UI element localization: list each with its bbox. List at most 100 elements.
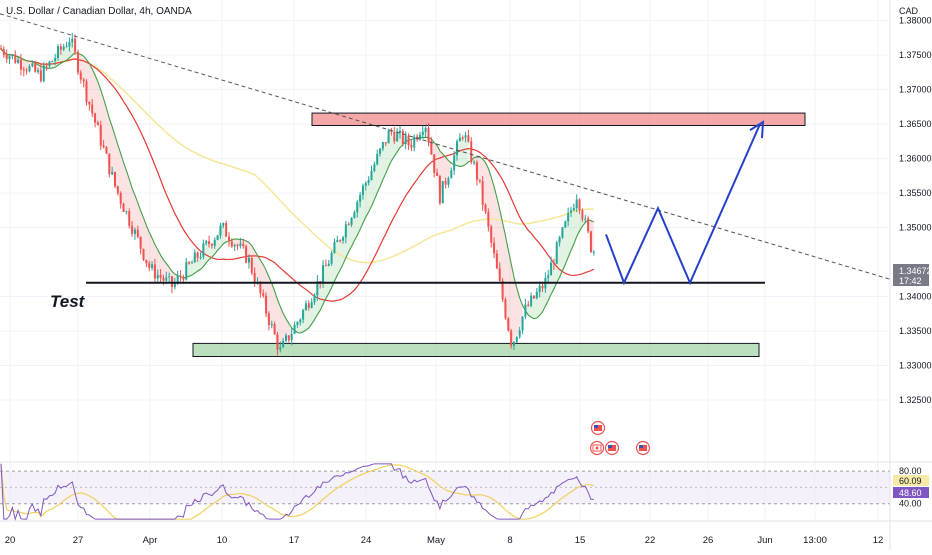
candle-body bbox=[99, 125, 102, 146]
us-flag-canton bbox=[594, 425, 598, 428]
candle-body bbox=[484, 204, 487, 212]
candle-body bbox=[205, 241, 208, 244]
candle-body bbox=[239, 243, 242, 247]
x-tick-label: 12 bbox=[873, 535, 884, 546]
candle-body bbox=[145, 259, 148, 264]
candle-body bbox=[34, 63, 37, 72]
candle-body bbox=[475, 162, 478, 180]
candle-body bbox=[159, 275, 162, 278]
candle-body bbox=[532, 295, 535, 299]
candle-body bbox=[0, 48, 2, 50]
candle-body bbox=[501, 280, 504, 300]
y-tick-label: 1.38000 bbox=[899, 16, 932, 26]
candle-body bbox=[339, 240, 342, 242]
candle-body bbox=[188, 262, 191, 264]
candle-body bbox=[122, 203, 125, 212]
candle-body bbox=[535, 291, 538, 299]
candle-body bbox=[504, 299, 507, 319]
candle-body bbox=[262, 293, 265, 296]
candle-body bbox=[131, 225, 134, 235]
x-tick-label: May bbox=[427, 535, 445, 546]
candle-body bbox=[347, 224, 350, 226]
currency-label: CAD bbox=[899, 6, 919, 16]
y-tick-label: 1.32500 bbox=[899, 395, 932, 405]
candle-body bbox=[42, 65, 45, 82]
candle-body bbox=[125, 211, 128, 213]
candle-body bbox=[76, 51, 79, 73]
candle-body bbox=[176, 275, 179, 282]
candle-body bbox=[156, 275, 159, 279]
candle-body bbox=[14, 54, 17, 63]
y-tick-label: 1.37000 bbox=[899, 85, 932, 95]
candle-body bbox=[487, 211, 490, 227]
candle-body bbox=[381, 142, 384, 149]
candle-body bbox=[550, 262, 553, 276]
x-tick-label: 10 bbox=[217, 535, 228, 546]
candle-body bbox=[236, 245, 239, 247]
candle-body bbox=[461, 137, 464, 139]
candle-body bbox=[353, 212, 356, 218]
candle-body bbox=[190, 262, 193, 264]
candle-body bbox=[230, 241, 233, 247]
resistance-zone bbox=[311, 112, 806, 126]
candle-body bbox=[404, 135, 407, 144]
ma-slow-line bbox=[0, 48, 594, 264]
candle-body bbox=[279, 347, 282, 350]
candle-body bbox=[242, 243, 245, 247]
candle-body bbox=[478, 179, 481, 182]
y-tick-label: 1.35000 bbox=[899, 223, 932, 233]
candle-body bbox=[518, 330, 521, 337]
drawings-layer bbox=[0, 13, 891, 286]
candle-body bbox=[19, 59, 22, 70]
candle-body bbox=[313, 295, 316, 303]
candle-body bbox=[322, 265, 325, 284]
candle-body bbox=[324, 265, 327, 267]
test-level-label: Test bbox=[50, 292, 86, 311]
candle-body bbox=[222, 223, 225, 226]
descending-trendline bbox=[0, 13, 891, 280]
candle-body bbox=[493, 242, 496, 254]
candle-body bbox=[270, 323, 273, 326]
candle-body bbox=[587, 218, 590, 232]
candle-body bbox=[116, 186, 119, 194]
rsi-y-tick: 80.00 bbox=[899, 466, 922, 476]
y-tick-label: 1.37500 bbox=[899, 50, 932, 60]
y-tick-label: 1.34000 bbox=[899, 292, 932, 302]
candle-body bbox=[114, 171, 116, 187]
candle-body bbox=[22, 69, 25, 71]
x-tick-label: 20 bbox=[5, 535, 16, 546]
candle-body bbox=[495, 253, 498, 269]
candle-body bbox=[558, 237, 561, 243]
us-flag-canton bbox=[608, 445, 612, 448]
candle-body bbox=[173, 281, 176, 288]
candle-body bbox=[245, 246, 248, 263]
candle-body bbox=[342, 237, 344, 241]
candle-body bbox=[74, 38, 77, 52]
candle-body bbox=[102, 145, 105, 148]
candle-body bbox=[39, 70, 42, 82]
candle-body bbox=[433, 154, 436, 173]
candle-body bbox=[25, 70, 28, 72]
candle-body bbox=[570, 210, 572, 213]
candle-body bbox=[330, 252, 333, 264]
zones-layer bbox=[192, 112, 806, 357]
candle-body bbox=[464, 135, 467, 138]
candle-body bbox=[105, 147, 108, 154]
candle-body bbox=[133, 229, 136, 235]
candle-body bbox=[208, 241, 211, 244]
candle-body bbox=[359, 195, 362, 202]
candle-body bbox=[296, 322, 299, 325]
x-tick-label: 27 bbox=[73, 535, 84, 546]
candle-body bbox=[148, 263, 151, 268]
symbol-title[interactable]: U.S. Dollar / Canadian Dollar, 4h, OANDA bbox=[6, 6, 192, 17]
candle-body bbox=[521, 316, 524, 331]
candle-body bbox=[316, 281, 319, 296]
candle-body bbox=[196, 252, 199, 258]
candle-body bbox=[513, 341, 515, 346]
candle-body bbox=[71, 38, 74, 43]
candle-body bbox=[8, 56, 11, 60]
